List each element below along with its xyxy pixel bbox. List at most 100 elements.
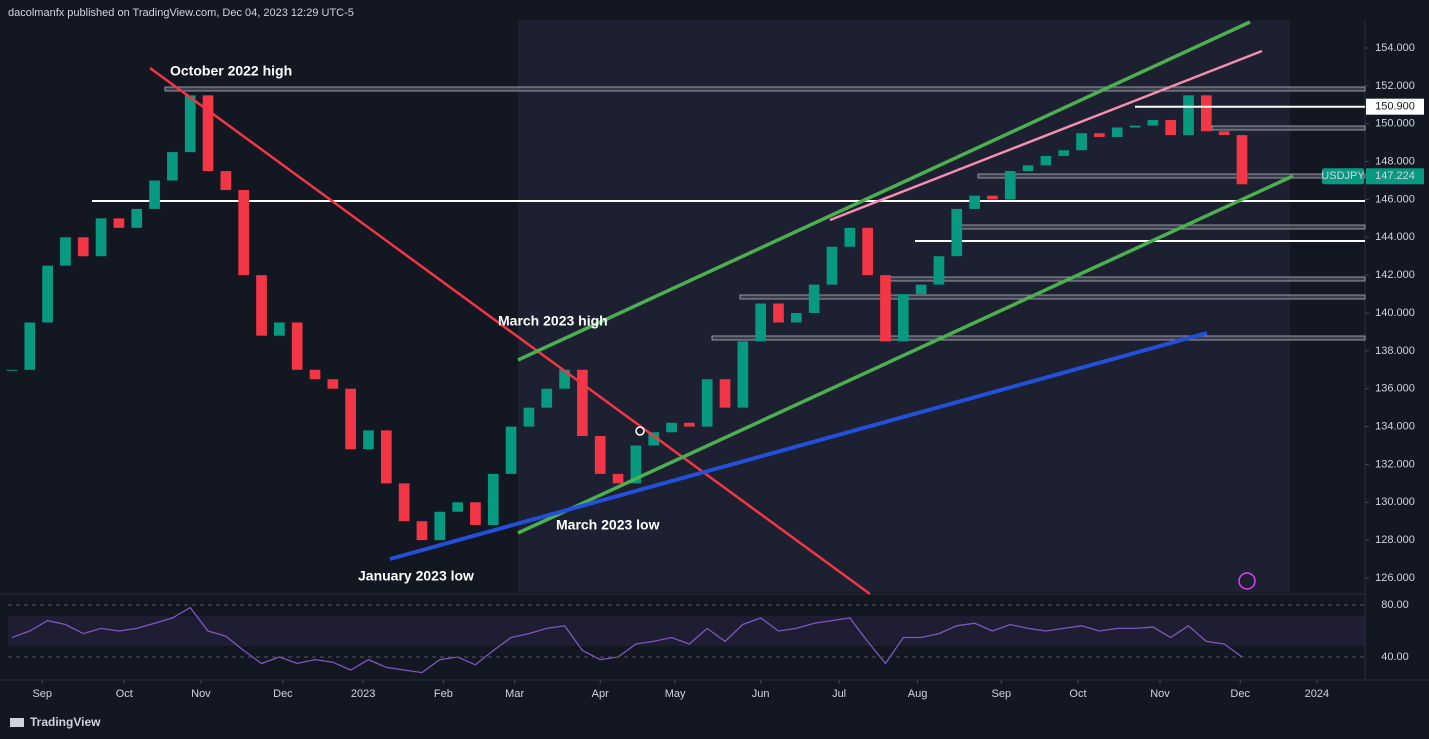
candle [594, 436, 606, 474]
candle [701, 379, 713, 427]
header: dacolmanfx published on TradingView.com,… [8, 7, 354, 19]
candle [273, 322, 285, 336]
trendlines [149, 20, 1294, 596]
alert-icon[interactable] [1238, 572, 1256, 590]
y-tick-label: 40.00 [1381, 651, 1409, 663]
candle [113, 218, 125, 228]
candle [77, 237, 89, 257]
annotation: March 2023 low [556, 517, 660, 533]
y-tick-label: 148.000 [1375, 155, 1415, 167]
candle [452, 502, 463, 512]
candle [612, 473, 624, 484]
candle [1111, 127, 1123, 137]
x-tick-label: Nov [191, 688, 211, 700]
candle [844, 227, 856, 247]
x-tick-label: Sep [32, 688, 52, 700]
candle [1147, 119, 1159, 126]
x-tick-label: May [665, 688, 686, 700]
y-tick-label: 154.000 [1375, 42, 1415, 54]
candle [541, 388, 553, 408]
candle [470, 502, 481, 525]
x-tick-label: Apr [592, 688, 609, 700]
x-tick-label: Jul [832, 688, 846, 700]
trendline [149, 66, 871, 596]
candle [24, 322, 36, 370]
level-box [977, 173, 1366, 179]
x-tick-label: Mar [505, 688, 524, 700]
marker [635, 426, 645, 436]
candle [398, 483, 410, 522]
candle [238, 189, 250, 276]
candle [719, 379, 731, 408]
candle [755, 303, 767, 342]
candle [42, 265, 53, 323]
candle [487, 473, 499, 525]
candle [897, 294, 909, 342]
candle [291, 322, 303, 370]
y-tick-label: 80.00 [1381, 599, 1409, 611]
candle [559, 369, 570, 389]
candle [363, 430, 374, 450]
y-tick-label: 134.000 [1375, 420, 1415, 432]
y-tick-label: 152.000 [1375, 80, 1415, 92]
candle [666, 422, 677, 433]
rsi-band [8, 616, 1365, 646]
x-tick-label: 2023 [351, 688, 375, 700]
x-tick-label: Dec [273, 688, 293, 700]
candle [1236, 135, 1248, 185]
candle [202, 95, 214, 172]
y-tick-label: 132.000 [1375, 458, 1415, 470]
candle [149, 180, 160, 209]
x-tick-label: Oct [1069, 688, 1086, 700]
trendline [517, 20, 1251, 362]
candle [1183, 95, 1194, 136]
levels [92, 86, 1366, 341]
y-tick-label: 150.000 [1375, 118, 1415, 130]
candle [256, 275, 267, 336]
candle [987, 195, 998, 200]
candle [1022, 165, 1034, 172]
candle [648, 432, 660, 446]
candle [933, 256, 945, 285]
symbol-label: USDJPY [1321, 170, 1365, 182]
candle [167, 152, 178, 181]
y-tick-label: 144.000 [1375, 231, 1415, 243]
candle [862, 227, 873, 276]
rsi-pane [11, 606, 1243, 674]
candle [95, 218, 107, 257]
candle [790, 313, 802, 323]
x-tick-label: Jun [752, 688, 770, 700]
candle [1165, 119, 1177, 136]
y-tick-label: 138.000 [1375, 345, 1415, 357]
candle [309, 369, 321, 380]
level-box [164, 86, 1366, 92]
candle [220, 171, 232, 190]
candle [1076, 133, 1087, 151]
trendline [517, 174, 1294, 535]
level-box [959, 224, 1366, 230]
candle [523, 407, 535, 427]
candle [1058, 150, 1070, 156]
candle [1129, 125, 1141, 128]
candle [951, 208, 963, 257]
candle [345, 388, 357, 450]
trendline [389, 331, 1208, 561]
x-tick-label: Feb [434, 688, 453, 700]
brand-logo [10, 718, 24, 727]
candle [684, 422, 695, 427]
candle [327, 379, 339, 389]
x-tick-label: Oct [116, 688, 133, 700]
level-box [711, 335, 1366, 341]
trendline [829, 49, 1263, 222]
level-box [1211, 125, 1366, 131]
axes: 126.000 128.000 130.000 132.000 134.000 136.0… [8, 42, 1424, 700]
y-tick-label: 126.000 [1375, 572, 1415, 584]
candle [915, 284, 927, 295]
y-tick-label: 136.000 [1375, 383, 1415, 395]
rsi-line [11, 606, 1243, 674]
level-box [739, 294, 1366, 300]
candles [6, 95, 1248, 541]
x-tick-label: Dec [1230, 688, 1250, 700]
level-box [885, 276, 1366, 282]
